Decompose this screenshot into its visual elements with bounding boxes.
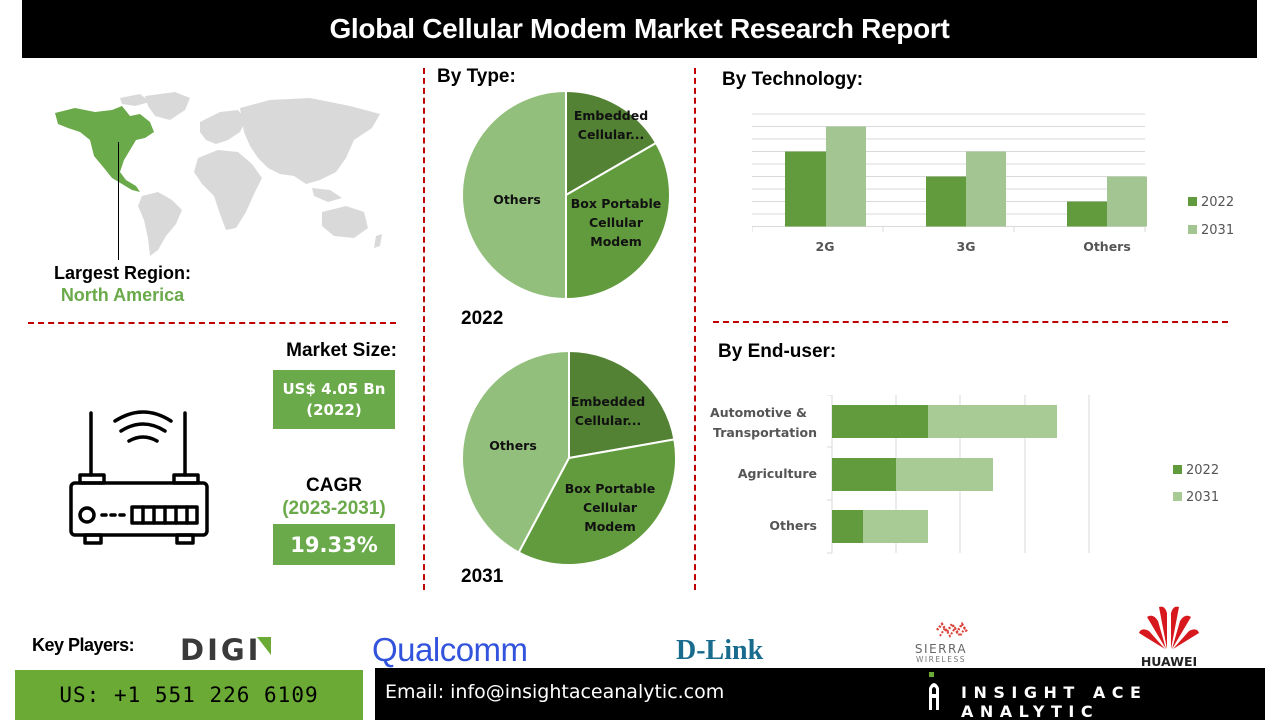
- legend-swatch-2022: [1188, 197, 1197, 206]
- cagr-range: (2023-2031): [282, 498, 386, 519]
- market-size-value: US$ 4.05 Bn: [282, 379, 386, 398]
- report-title-bar: Global Cellular Modem Market Research Re…: [22, 0, 1257, 58]
- divider-right: [694, 68, 696, 590]
- pie-2031-label-others: Others: [489, 438, 537, 453]
- enduser-axis-label-automotive: Automotive & Transportation: [710, 405, 817, 440]
- insight-ace-logo-icon: [927, 672, 941, 710]
- sierra-wave-icon: [936, 621, 969, 638]
- enduser-axis-label-agriculture: Agriculture: [737, 466, 817, 481]
- divider-region: [28, 322, 396, 324]
- huawei-petals-icon: [1139, 606, 1199, 649]
- largest-region-label: Largest Region:: [53, 263, 191, 283]
- tech-legend-2031: 2031: [1188, 221, 1234, 239]
- divider-tech: [713, 321, 1228, 323]
- contact-bar: Email: info@insightaceanalytic.com INSIG…: [375, 668, 1265, 721]
- market-size-box: US$ 4.05 Bn (2022): [273, 370, 395, 429]
- cagr-label: CAGR: [306, 475, 362, 496]
- tech-axis-label-3g: 3G: [956, 239, 976, 254]
- digi-logo-mark-icon: [257, 637, 271, 655]
- divider-left: [423, 68, 425, 590]
- by-technology-title: By Technology:: [722, 69, 864, 90]
- pie-2022-label-embedded: Embedded Cellular...: [573, 108, 649, 142]
- world-map: [50, 88, 390, 263]
- pie-2022-label-others: Others: [493, 192, 541, 207]
- router-icon: [65, 405, 210, 550]
- logo-qualcomm: Qualcomm: [372, 631, 528, 668]
- legend-swatch-2031: [1188, 225, 1197, 234]
- enduser-legend-2022: 2022: [1173, 461, 1219, 479]
- legend-swatch-2022: [1173, 465, 1182, 474]
- by-end-user-title: By End-user:: [718, 341, 837, 362]
- tech-axis-label-2g: 2G: [815, 239, 835, 254]
- world-map-icon: [55, 92, 382, 256]
- pie-2031-label-box: Box Portable Cellular Modem: [564, 481, 656, 534]
- email-address[interactable]: Email: info@insightaceanalytic.com: [385, 681, 725, 703]
- logo-digi: DIGI: [180, 633, 262, 667]
- pie-chart-2031: [461, 349, 677, 566]
- tech-legend-2022: 2022: [1188, 193, 1234, 211]
- cagr-value-box: 19.33%: [273, 524, 395, 565]
- market-size-label: Market Size:: [286, 340, 397, 361]
- report-title: Global Cellular Modem Market Research Re…: [329, 13, 950, 44]
- enduser-axis-label-others: Others: [769, 518, 817, 533]
- pie-2022-label-box: Box Portable Cellular Modem: [570, 196, 662, 249]
- cagr-value: 19.33%: [290, 532, 378, 557]
- pie-2031-label-embedded: Embedded Cellular...: [570, 394, 646, 428]
- logo-dlink: D-Link: [676, 635, 764, 666]
- tech-axis-label-others: Others: [1083, 239, 1131, 254]
- enduser-legend-2031: 2031: [1173, 488, 1219, 506]
- region-pointer-line: [118, 142, 119, 260]
- technology-bar-chart: [751, 108, 1152, 233]
- key-players-label: Key Players:: [32, 635, 135, 655]
- by-type-title: By Type:: [437, 66, 516, 87]
- market-size-year: (2022): [306, 400, 362, 419]
- logo-huawei: HUAWEI: [1134, 603, 1204, 668]
- logo-sierra-wireless: SIERRA WIRELESS: [903, 621, 979, 665]
- legend-swatch-2031: [1173, 492, 1182, 501]
- pie-2031-year: 2031: [461, 566, 504, 587]
- pie-2022-year: 2022: [461, 308, 504, 329]
- brand-name: INSIGHT ACE ANALYTIC: [961, 683, 1148, 721]
- end-user-bar-chart: [826, 394, 1096, 557]
- largest-region-value: North America: [60, 285, 185, 305]
- phone-number[interactable]: US: +1 551 226 6109: [59, 683, 319, 707]
- pie-chart-2022: [460, 89, 672, 301]
- phone-bar: US: +1 551 226 6109: [15, 670, 363, 720]
